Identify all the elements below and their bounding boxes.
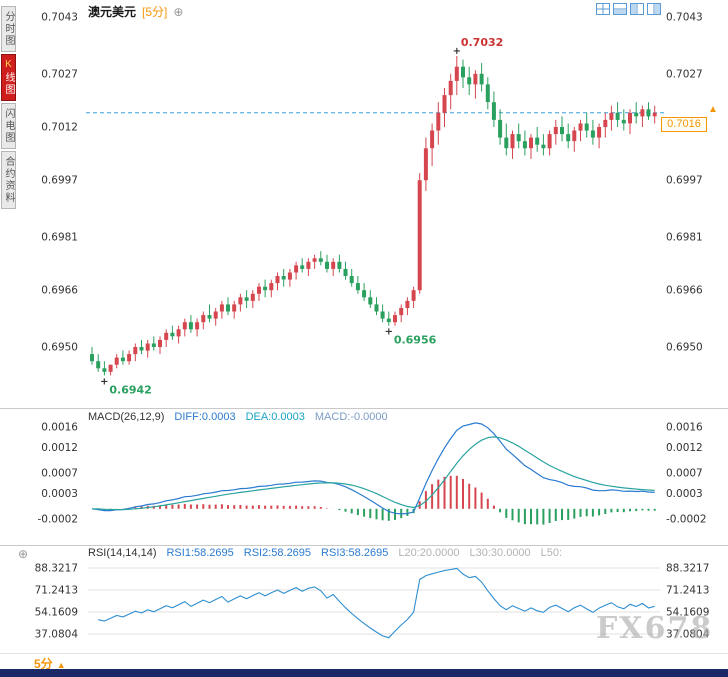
macd-header: MACD(26,12,9) DIFF:0.0003 DEA:0.0003 MAC… [88,411,388,423]
svg-text:0.7032: 0.7032 [461,36,503,49]
macd-histogram [97,475,656,525]
current-price-tag: 0.7016 [661,117,707,132]
svg-text:88.3217: 88.3217 [35,563,78,575]
macd-axis-labels: 0.0016 0.0016 0.0012 0.0012 0.0007 0.0007 0.00… [37,422,706,526]
layout-horizontal-split-icon[interactable] [613,3,627,15]
panel-separators [0,408,728,654]
svg-text:0.0012: 0.0012 [41,442,78,454]
rsi-settings-icon[interactable]: ⊕ [18,547,29,561]
circle-plus-icon[interactable]: ⊕ [173,4,184,19]
svg-text:0.0016: 0.0016 [41,422,78,434]
svg-text:+: + [385,327,393,338]
svg-text:71.2413: 71.2413 [666,585,709,597]
sidebar-item-timeshare-chart[interactable]: 分时图 [1,6,16,52]
svg-text:0.6997: 0.6997 [41,175,78,187]
svg-text:0.6950: 0.6950 [666,342,703,354]
rsi-l30-readout: L30:30.0000 [469,547,531,559]
macd-title[interactable]: MACD(26,12,9) [88,411,165,423]
layout-quad-icon[interactable] [596,3,610,15]
sidebar-item-kline-chart[interactable]: K线图 [1,54,16,101]
svg-text:0.7043: 0.7043 [41,12,78,24]
svg-text:0.7012: 0.7012 [41,122,78,134]
price-annotations: +0.7032+0.6942+0.6956 [100,36,503,396]
svg-text:37.0804: 37.0804 [35,629,79,641]
period-selector[interactable]: 5分 ▲ [34,655,66,672]
period-tag: [5分] [142,5,168,19]
svg-text:0.6956: 0.6956 [394,334,437,347]
svg-text:54.1609: 54.1609 [35,607,78,619]
svg-text:0.7027: 0.7027 [41,68,78,80]
rsi-l20-readout: L20:20.0000 [398,547,460,559]
layout-right-pane-icon[interactable] [647,3,661,15]
svg-text:88.3217: 88.3217 [666,563,709,575]
candles-layer [90,56,657,376]
layout-left-pane-icon[interactable] [630,3,644,15]
rsi-l50-readout: L50: [540,547,563,559]
macd-dea-readout: DEA:0.0003 [245,411,305,423]
period-selector-label: 5分 [34,657,53,671]
svg-text:0.7027: 0.7027 [666,68,703,80]
svg-text:+: + [453,46,461,57]
bottom-scroll-bar[interactable] [0,669,728,677]
period-selector-arrow-icon: ▲ [56,660,66,670]
svg-text:0.6981: 0.6981 [666,232,703,244]
svg-text:0.7043: 0.7043 [666,12,703,24]
rsi-header: RSI(14,14,14) RSI1:58.2695 RSI2:58.2695 … [88,547,562,559]
rsi-title[interactable]: RSI(14,14,14) [88,547,157,559]
svg-text:0.6950: 0.6950 [41,342,78,354]
svg-text:0.0007: 0.0007 [41,468,78,480]
svg-text:0.6997: 0.6997 [666,175,703,187]
macd-diff-readout: DIFF:0.0003 [174,411,236,423]
rsi2-readout: RSI2:58.2695 [243,547,312,559]
svg-text:-0.0002: -0.0002 [666,514,707,526]
svg-text:0.0012: 0.0012 [666,442,703,454]
svg-text:0.0003: 0.0003 [41,488,78,500]
svg-text:71.2413: 71.2413 [35,585,78,597]
svg-text:0.0007: 0.0007 [666,468,703,480]
layout-toolbar [596,3,661,15]
symbol-title: 澳元美元 [88,5,137,19]
sidebar-item-contract-info[interactable]: 合约资料 [1,151,16,209]
current-price-arrow-icon: ▲ [708,104,718,115]
rsi-axis-labels: 88.3217 88.3217 71.2413 71.2413 54.1609 54.16… [35,563,710,641]
rsi-grid [88,567,660,635]
svg-text:37.0804: 37.0804 [666,629,710,641]
svg-text:54.1609: 54.1609 [666,607,709,619]
svg-text:-0.0002: -0.0002 [37,514,78,526]
svg-text:0.6942: 0.6942 [109,383,151,396]
svg-text:0.6966: 0.6966 [666,285,703,297]
svg-text:0.0003: 0.0003 [666,488,703,500]
svg-text:0.6981: 0.6981 [41,232,78,244]
svg-text:0.6966: 0.6966 [41,285,78,297]
svg-text:+: + [100,376,108,387]
chart-titlebar: 澳元美元 [5分] ⊕ [88,3,183,20]
rsi3-readout: RSI3:58.2695 [321,547,389,559]
sidebar-item-lightning-chart[interactable]: 闪电图 [1,103,16,149]
rsi-line [98,567,655,639]
macd-value-readout: MACD:-0.0000 [314,411,388,423]
sidebar: 分时图 K线图 闪电图 合约资料 [1,6,16,209]
watermark: FX678 [596,611,714,646]
rsi1-readout: RSI1:58.2695 [166,547,234,559]
svg-text:0.0016: 0.0016 [666,422,703,434]
macd-lines [91,422,655,515]
